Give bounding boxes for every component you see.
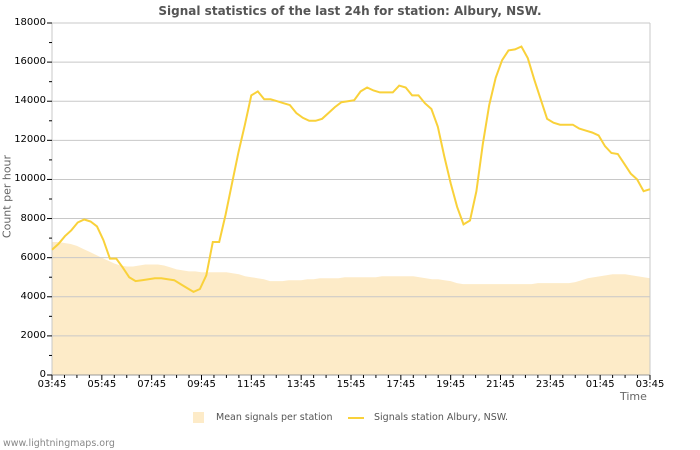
x-tick-label: 13:45 [286, 379, 316, 390]
y-tick-label: 10000 [14, 173, 46, 185]
station-line [51, 45, 651, 294]
y-tick-label: 18000 [14, 17, 46, 28]
y-tick-label: 0 [39, 369, 46, 380]
x-axis-label: Time [620, 390, 647, 403]
area-swatch-icon [193, 412, 204, 423]
x-tick-label: 03:45 [635, 379, 665, 390]
legend-item-station[interactable]: Signals station Albury, NSW. [348, 412, 508, 423]
x-tick-label: 23:45 [535, 379, 565, 390]
legend-label-station: Signals station Albury, NSW. [374, 412, 509, 423]
chart-title: Signal statistics of the last 24h for st… [158, 4, 542, 18]
y-tick-label: 12000 [14, 134, 46, 146]
x-tick-label: 15:45 [336, 379, 366, 390]
legend-label-mean: Mean signals per station [216, 412, 333, 423]
y-tick-label: 14000 [14, 95, 46, 107]
x-tick-label: 05:45 [87, 379, 117, 390]
x-tick-label: 11:45 [236, 379, 266, 390]
y-tick-label: 16000 [14, 56, 46, 68]
mean-area [52, 242, 650, 375]
y-tick-label: 8000 [20, 212, 46, 224]
footer-credit: www.lightningmaps.org [3, 438, 115, 449]
x-tick-label: 17:45 [386, 379, 416, 390]
x-tick-label: 09:45 [187, 379, 216, 390]
x-tick-label: 07:45 [137, 379, 167, 390]
x-tick-label: 19:45 [436, 379, 466, 390]
y-tick-label: 4000 [20, 290, 46, 302]
legend-item-mean[interactable]: Mean signals per station [193, 412, 332, 423]
x-tick-label: 01:45 [585, 379, 615, 390]
y-tick-label: 6000 [20, 251, 46, 263]
y-tick-label: 2000 [20, 329, 46, 341]
x-tick-label: 21:45 [486, 379, 515, 390]
line-swatch-icon [348, 416, 364, 419]
x-tick-label: 03:45 [37, 379, 67, 390]
